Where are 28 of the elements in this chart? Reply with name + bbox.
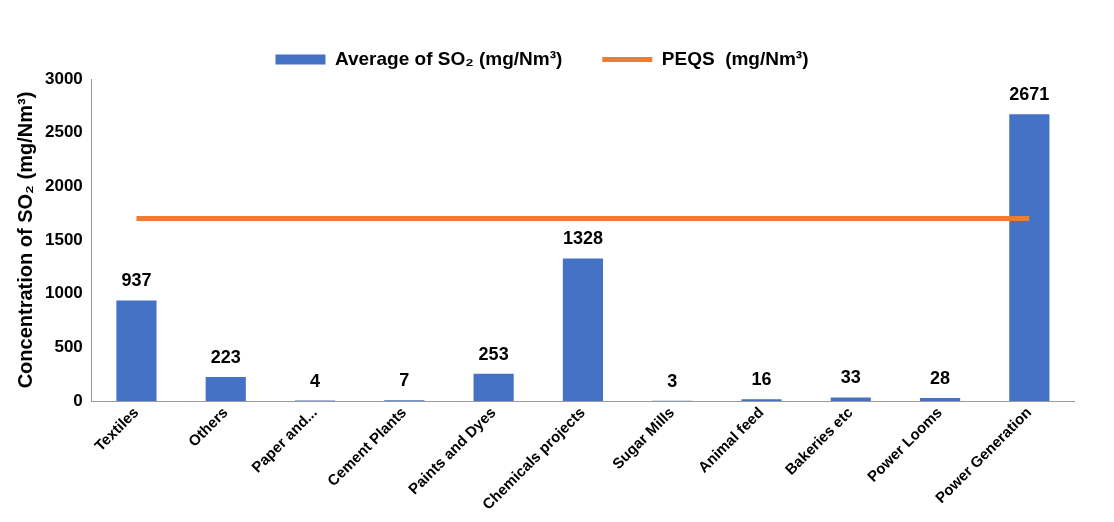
data-label: 253	[478, 343, 509, 364]
data-label: 1328	[562, 228, 603, 249]
bar	[116, 300, 157, 402]
legend-label: PEQS (mg/Nm³)	[661, 47, 809, 69]
data-label: 28	[930, 367, 951, 388]
y-tick-label: 1000	[44, 283, 83, 303]
y-axis-title: Concentration of SO₂ (mg/Nm³)	[13, 91, 36, 389]
bar	[562, 258, 603, 402]
data-label: 16	[751, 369, 772, 390]
data-label: 2671	[1009, 84, 1050, 105]
bar	[205, 377, 246, 402]
bar	[1009, 114, 1050, 402]
data-label: 4	[310, 370, 321, 391]
bar	[919, 398, 961, 402]
bar	[830, 397, 871, 402]
y-tick-label: 1500	[44, 229, 83, 249]
y-tick-label: 0	[73, 390, 83, 410]
data-label: 7	[399, 370, 410, 391]
legend-label: Average of SO₂ (mg/Nm³)	[334, 47, 563, 69]
data-label: 33	[840, 367, 861, 388]
bar	[473, 373, 514, 402]
y-tick-label: 2000	[44, 176, 83, 196]
y-tick-label: 500	[54, 337, 83, 357]
data-label: 223	[210, 347, 241, 368]
data-label: 937	[121, 270, 152, 291]
y-tick-label: 3000	[44, 68, 83, 88]
y-tick-label: 2500	[44, 122, 83, 142]
data-label: 3	[667, 370, 678, 391]
